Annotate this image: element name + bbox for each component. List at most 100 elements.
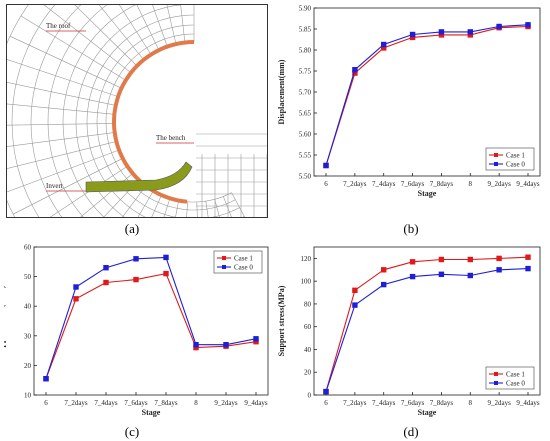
data-point xyxy=(525,22,531,28)
mesh-radial-line xyxy=(180,5,186,43)
x-tick-label: 6 xyxy=(324,399,328,407)
mesh-radial-line xyxy=(223,196,232,217)
y-tick-label: 5.55 xyxy=(299,152,312,160)
mesh-radial-line xyxy=(137,190,154,217)
x-tick-label: 9_2days xyxy=(487,180,511,188)
data-point xyxy=(409,259,416,265)
data-point xyxy=(133,256,139,262)
data-point xyxy=(438,271,445,278)
legend-label: Case 1 xyxy=(506,371,525,379)
x-tick-label: 7_2days xyxy=(343,399,367,407)
x-tick-label: 7_2days xyxy=(343,180,367,188)
x-tick-label: 7_2days xyxy=(64,399,88,407)
y-tick-label: 5.50 xyxy=(299,173,312,181)
mesh-radial-line xyxy=(12,158,123,215)
y-axis-label: Support stress(MPa) xyxy=(277,285,286,356)
legend-marker xyxy=(494,153,498,157)
y-tick-label: 60 xyxy=(24,244,32,252)
data-point xyxy=(467,256,474,263)
mesh-radial-line xyxy=(98,5,144,60)
mesh-radial-line xyxy=(7,123,115,126)
series-line xyxy=(325,256,529,392)
invert-band xyxy=(85,161,193,193)
x-tick-label: 6 xyxy=(44,399,48,407)
mesh-radial-line xyxy=(7,103,115,115)
data-point xyxy=(352,287,358,293)
data-point xyxy=(163,270,169,277)
x-tick-label: 7_6days xyxy=(401,399,425,407)
x-tick-label: 7_8days xyxy=(430,399,454,407)
x-tick-label: 7_6days xyxy=(124,399,148,407)
data-point xyxy=(381,41,387,48)
panel-b: 5.50 5.55 5.60 5.65 5.70 5.75 5.80 5.85 5.90 6 7_2… xyxy=(276,4,546,214)
data-point xyxy=(467,29,474,35)
data-point xyxy=(409,273,416,280)
x-tick-label: 8 xyxy=(469,399,473,407)
y-tick-label: 120 xyxy=(301,255,312,263)
legend-marker xyxy=(222,256,226,260)
mesh-radial-line xyxy=(7,81,116,106)
mesh-radial-line xyxy=(20,15,126,81)
y-tick-label: 5.65 xyxy=(299,110,312,118)
x-tick-label: 7_6days xyxy=(401,180,425,188)
data-point xyxy=(193,342,199,348)
mesh-radial-line xyxy=(7,132,115,147)
y-tick-label: 5.70 xyxy=(299,89,312,97)
data-point xyxy=(103,279,109,286)
mesh-radial-line xyxy=(7,59,119,97)
y-tick-label: 5.60 xyxy=(299,131,312,139)
mesh-radial-line xyxy=(9,35,122,89)
data-point xyxy=(43,376,49,382)
data-point xyxy=(352,67,358,73)
panel-d: 0 20 40 60 80 100 120 6 7_2days 7_4days 7_6days 7_8… xyxy=(276,243,546,419)
x-axis-label: Stage xyxy=(418,408,437,417)
series-line xyxy=(325,24,529,166)
x-tick-label: 9_4days xyxy=(516,399,540,407)
caption-a: (a) xyxy=(124,221,140,236)
mesh-radial-line xyxy=(152,5,168,47)
x-tick-label: 7_8days xyxy=(430,180,454,188)
x-tick-label: 8 xyxy=(194,399,198,407)
data-point xyxy=(496,23,502,30)
data-point xyxy=(323,388,329,395)
data-point xyxy=(438,29,445,35)
data-point xyxy=(323,162,329,169)
mesh-radial-line xyxy=(103,179,140,217)
legend-label: Case 1 xyxy=(234,255,253,263)
x-tick-label: 8 xyxy=(469,180,473,188)
series-line xyxy=(45,256,257,379)
legend-marker xyxy=(494,381,498,385)
legend-label: Case 0 xyxy=(506,380,525,388)
tunnel-mesh-diagram: The roof The bench Invert xyxy=(6,4,268,218)
x-tick-label: 9_4days xyxy=(244,399,268,407)
legend-marker xyxy=(494,162,498,166)
x-axis-label: Stage xyxy=(142,408,161,417)
y-tick-label: 5.85 xyxy=(299,26,312,34)
y-tick-label: 30 xyxy=(24,332,32,340)
legend-marker xyxy=(222,265,226,269)
y-axis-label: Support stress(MPa) xyxy=(4,285,6,356)
support-stress-chart-d: 0 20 40 60 80 100 120 6 7_2days 7_4days 7_6days 7_8… xyxy=(277,246,541,417)
data-point xyxy=(73,284,79,290)
data-point xyxy=(496,267,502,273)
mesh-radial-line xyxy=(49,165,128,217)
data-point xyxy=(223,342,229,348)
panel-c: 10 20 30 40 50 60 6 7_2days 7_4days 7_6days 7_8day… xyxy=(0,243,274,419)
x-tick-label: 7_8days xyxy=(154,399,178,407)
series-line xyxy=(325,25,529,166)
y-tick-label: 50 xyxy=(24,273,32,281)
y-tick-label: 60 xyxy=(304,323,312,331)
x-tick-label: 6 xyxy=(324,180,328,188)
data-point xyxy=(438,256,445,263)
mesh-radial-line xyxy=(7,141,117,169)
x-tick-label: 9_2days xyxy=(487,399,511,407)
x-tick-label: 7_4days xyxy=(372,180,396,188)
data-point xyxy=(409,31,416,38)
caption-b: (b) xyxy=(403,221,419,236)
data-point xyxy=(103,265,109,271)
data-point xyxy=(381,267,387,273)
data-point xyxy=(73,296,79,302)
data-point xyxy=(496,255,502,262)
data-point xyxy=(352,302,358,308)
y-tick-label: 5.75 xyxy=(299,68,312,76)
